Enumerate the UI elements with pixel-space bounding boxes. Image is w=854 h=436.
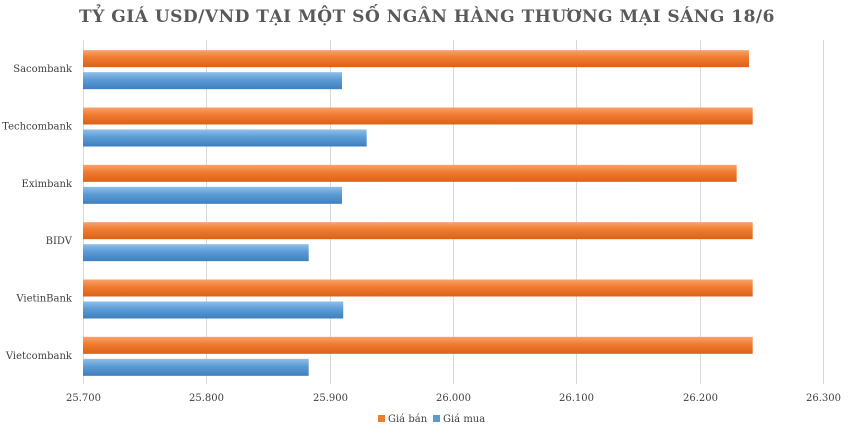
category-label: Vietcombank [5,351,73,362]
bar-gia-mua [83,129,367,147]
x-axis-tick-labels: 25.700 25.800 25.900 26.000 26.100 26.200 26.3… [66,393,841,404]
bar-gia-mua [83,358,309,376]
bar-gia-mua [83,301,344,319]
bars [83,50,753,376]
x-tick-label: 26.100 [559,393,594,404]
x-tick-label: 25.800 [189,393,224,404]
bar-gia-ban [83,50,749,68]
legend: Giá bán Giá mua [378,414,485,425]
x-tick-label: 26.200 [683,393,718,404]
bar-gia-mua [83,186,342,204]
legend-label: Giá mua [443,414,485,425]
bar-gia-ban [83,336,753,354]
category-label: Sacombank [13,64,73,75]
bar-gia-ban [83,107,753,125]
bar-gia-mua [83,244,309,262]
bar-gia-ban [83,164,737,182]
legend-swatch-gia-ban [378,415,385,422]
x-tick-label: 25.900 [313,393,348,404]
legend-swatch-gia-mua [433,415,440,422]
x-tick-label: 25.700 [66,393,101,404]
category-label: BIDV [46,236,73,247]
category-label: Techcombank [2,122,73,133]
bar-gia-ban [83,222,753,240]
category-labels: Sacombank Techcombank Eximbank BIDV VietinBa… [2,64,73,362]
x-tick-label: 26.300 [806,393,841,404]
category-label: VietinBank [15,294,73,305]
grid-lines [83,40,824,384]
chart-title: TỶ GIÁ USD/VND TẠI MỘT SỐ NGÂN HÀNG THƯƠ… [79,3,775,27]
bar-gia-ban [83,279,753,297]
legend-label: Giá bán [388,414,428,425]
bar-gia-mua [83,72,342,90]
x-tick-label: 26.000 [436,393,471,404]
category-label: Eximbank [22,179,73,190]
